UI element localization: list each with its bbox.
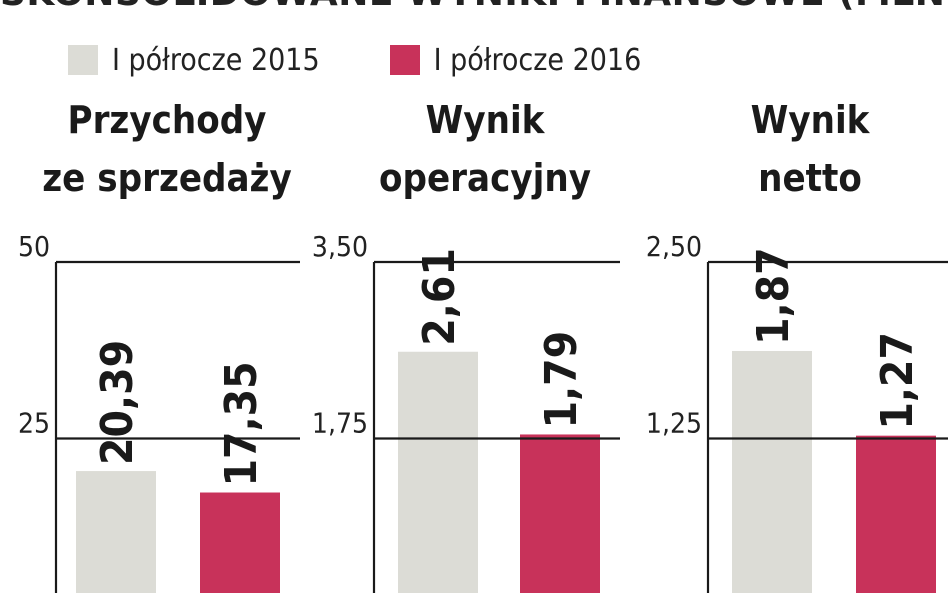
legend-swatch-2016 bbox=[389, 45, 420, 75]
legend-item-2016: I półrocze 2016 bbox=[389, 42, 642, 78]
tick-label-operating-1: 3,50 bbox=[312, 230, 368, 263]
tick-label-revenue-1: 50 bbox=[18, 230, 50, 263]
chart-headline: SKONSOLIDOWANE WYNIKI FINANSOWE (MLN ZŁ) bbox=[0, 0, 948, 14]
value-label-revenue-2016: 17,35 bbox=[216, 361, 267, 486]
panel-title-revenue: Przychody ze sprzedaży bbox=[42, 98, 292, 200]
value-label-revenue-2015: 20,39 bbox=[92, 340, 143, 465]
bar-net-2015 bbox=[732, 350, 812, 593]
legend-label-2015: I półrocze 2015 bbox=[112, 42, 320, 78]
value-label-net-2016: 1,27 bbox=[872, 332, 923, 430]
legend-label-2016: I półrocze 2016 bbox=[433, 42, 642, 78]
tick-label-revenue-0: 25 bbox=[18, 407, 50, 440]
bar-revenue-2016 bbox=[200, 492, 280, 593]
bar-net-2016 bbox=[856, 435, 936, 593]
bar-operating-2015 bbox=[398, 351, 478, 593]
tick-label-operating-0: 1,75 bbox=[312, 407, 368, 440]
bar-operating-2016 bbox=[520, 434, 600, 593]
legend-swatch-2015 bbox=[68, 45, 98, 75]
bar-revenue-2015 bbox=[76, 471, 156, 593]
tick-label-net-0: 1,25 bbox=[646, 407, 702, 440]
value-label-net-2015: 1,87 bbox=[748, 247, 799, 345]
value-label-operating-2016: 1,79 bbox=[536, 331, 587, 429]
panel-title-net: Wynik netto bbox=[750, 98, 870, 200]
panel-title-operating: Wynik operacyjny bbox=[379, 98, 591, 200]
legend-item-2015: I półrocze 2015 bbox=[68, 43, 320, 78]
legend: I półrocze 2015 I półrocze 2016 bbox=[68, 40, 711, 80]
tick-label-net-1: 2,50 bbox=[646, 230, 702, 263]
value-label-operating-2015: 2,61 bbox=[414, 248, 465, 346]
